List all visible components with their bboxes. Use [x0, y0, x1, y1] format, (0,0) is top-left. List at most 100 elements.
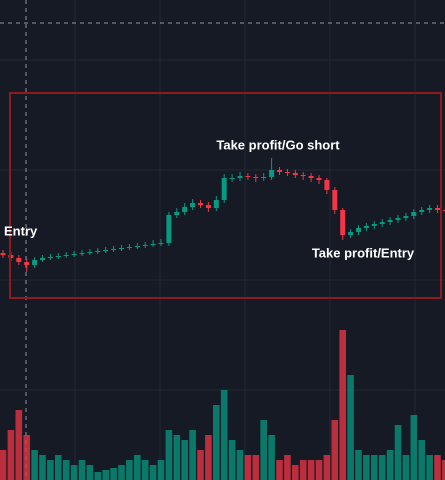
price-pane — [0, 158, 445, 272]
candle-body — [126, 247, 132, 248]
volume-bar — [70, 465, 78, 480]
candle-body — [403, 216, 409, 218]
volume-bar — [118, 465, 125, 480]
volume-bar — [149, 465, 157, 480]
candle-body — [308, 176, 314, 178]
volume-bar — [94, 472, 102, 480]
candle-body — [79, 253, 85, 254]
volume-bar — [252, 455, 260, 480]
candle-body — [182, 207, 188, 212]
candle-body — [111, 249, 117, 250]
volume-bar — [434, 455, 441, 480]
candle-body — [411, 212, 417, 216]
annotation: Entry — [4, 223, 38, 238]
candle-body — [316, 178, 322, 180]
volume-bar — [173, 435, 181, 480]
candle-body — [261, 177, 267, 178]
volume-bar — [86, 465, 94, 480]
volume-bar — [426, 455, 433, 480]
candle-body — [32, 260, 38, 265]
candle-body — [442, 210, 445, 211]
candle-body — [356, 228, 361, 232]
candle-body — [253, 177, 259, 178]
volume-bar — [181, 440, 188, 480]
candle-body — [324, 180, 330, 190]
volume-bar — [236, 450, 244, 480]
candle-body — [166, 215, 172, 243]
candle-body — [205, 205, 211, 208]
volume-bar — [268, 435, 275, 480]
candle-body — [371, 224, 377, 226]
candle-body — [134, 246, 140, 247]
annotation: Take profit/Entry — [312, 245, 415, 260]
candle-body — [47, 257, 53, 258]
volume-bar — [47, 460, 54, 480]
candle-body — [363, 226, 369, 228]
volume-bar — [141, 460, 149, 480]
candle-body — [103, 250, 109, 251]
volume-bar — [371, 455, 378, 480]
volume-bar — [394, 425, 402, 480]
candle-body — [387, 220, 393, 222]
volume-bar — [220, 390, 228, 480]
candle-body — [213, 200, 219, 208]
volume-bar — [205, 435, 212, 480]
volume-bar — [331, 420, 339, 480]
volume-bar — [197, 450, 204, 480]
volume-bar — [31, 450, 38, 480]
volume-bar — [299, 460, 307, 480]
volume-bar — [78, 460, 86, 480]
volume-bar — [0, 450, 7, 480]
candle-body — [229, 178, 235, 179]
candle-body — [292, 173, 298, 175]
volume-bar — [339, 330, 346, 480]
volume-bar — [260, 420, 267, 480]
candle-body — [87, 252, 93, 253]
candle-body — [119, 248, 124, 249]
volume-bar — [228, 440, 236, 480]
candle-body — [71, 254, 77, 255]
candle-body — [0, 253, 6, 255]
volume-bar — [378, 455, 386, 480]
volume-bar — [15, 410, 23, 480]
candle-body — [395, 218, 401, 220]
candle-body — [174, 212, 180, 215]
candle-body — [142, 245, 148, 246]
volume-bar — [39, 455, 46, 480]
volume-pane — [0, 330, 445, 480]
candle-body — [348, 232, 354, 235]
volume-bar — [323, 455, 331, 480]
candle-body — [198, 203, 203, 205]
volume-bar — [7, 430, 15, 480]
candle-body — [16, 258, 22, 262]
candle-body — [277, 170, 282, 172]
volume-bar — [386, 450, 394, 480]
candle-body — [379, 222, 385, 224]
volume-bar — [402, 455, 410, 480]
volume-bar — [189, 430, 196, 480]
candle-body — [435, 208, 440, 210]
candle-body — [150, 244, 156, 245]
candle-body — [340, 210, 346, 235]
volume-bar — [363, 455, 370, 480]
highlight-box — [9, 92, 442, 299]
volume-bar — [284, 455, 291, 480]
candle-body — [419, 210, 425, 212]
candle-body — [269, 170, 275, 177]
candle-body — [40, 258, 45, 260]
volume-bar — [165, 430, 173, 480]
annotation: Take profit/Go short — [216, 137, 340, 152]
candle-body — [427, 208, 433, 210]
volume-bar — [157, 460, 165, 480]
annotations: Entry Take profit/Go short Take profit/Ent… — [4, 137, 415, 260]
candle-body — [300, 175, 306, 176]
candle-body — [158, 243, 164, 244]
candle-body — [332, 190, 338, 210]
volume-bar — [355, 450, 362, 480]
volume-bar — [347, 375, 354, 480]
volume-bar — [315, 460, 323, 480]
volume-bar — [410, 415, 418, 480]
volume-bar — [418, 440, 425, 480]
